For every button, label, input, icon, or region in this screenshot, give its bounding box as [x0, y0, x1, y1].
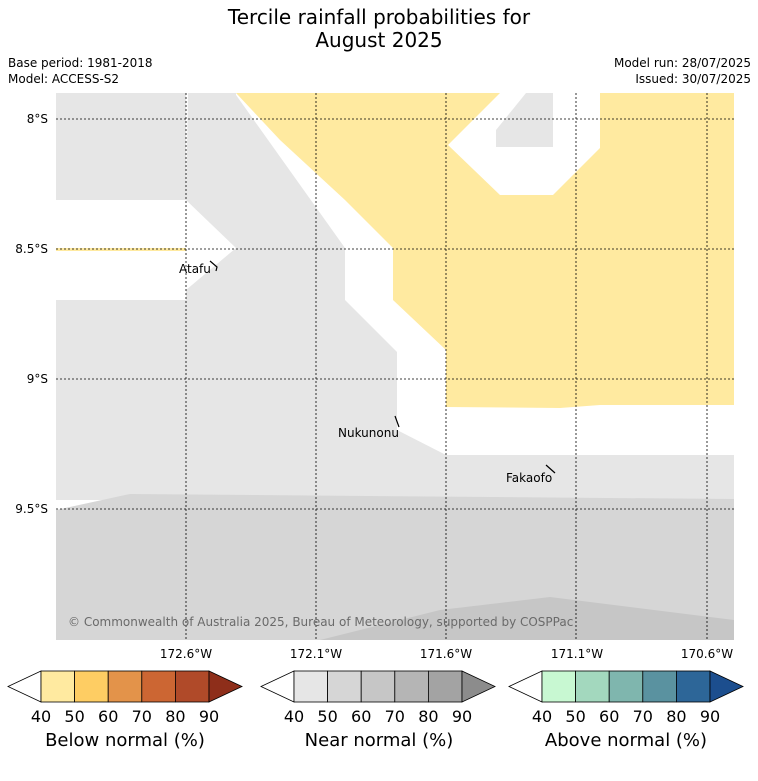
- near-normal-colorbar-tick-label: 90: [452, 707, 472, 726]
- lat-label-8s: 8°S: [27, 112, 48, 126]
- copyright-notice: © Commonwealth of Australia 2025, Bureau…: [68, 615, 573, 629]
- lon-label-172-6w: 172.6°W: [160, 647, 212, 661]
- nukunonu-atoll-mark: [394, 415, 400, 428]
- near-normal-colorbar-swatch: [293, 670, 328, 703]
- place-label-fakaofo: Fakaofo: [506, 471, 552, 485]
- below-normal-40-west-strip: [56, 248, 186, 251]
- above-normal-colorbar-low-extend: [508, 670, 543, 703]
- near-normal-40-west-top: [56, 93, 186, 200]
- below-normal-colorbar-high-extend: [208, 670, 243, 703]
- lon-label-171-6w: 171.6°W: [420, 647, 472, 661]
- place-label-nukunonu: Nukunonu: [338, 426, 399, 440]
- near-normal-colorbar-high-extend: [461, 670, 496, 703]
- lat-label-8-5s: 8.5°S: [15, 242, 48, 256]
- above-normal-colorbar-swatch: [575, 670, 610, 703]
- latitude-labels: 8°S 8.5°S 9°S 9.5°S: [15, 112, 48, 516]
- below-normal-colorbar-swatch: [107, 670, 143, 703]
- near-normal-colorbar-tick-label: 40: [284, 707, 304, 726]
- below-normal-colorbar-tick-label: 40: [31, 707, 51, 726]
- below-normal-colorbar-swatch: [40, 670, 75, 703]
- above-normal-colorbar-tick-label: 70: [633, 707, 653, 726]
- lon-label-172-1w: 172.1°W: [290, 647, 342, 661]
- near-normal-40-west-middle: [56, 93, 734, 500]
- lat-label-9-5s: 9.5°S: [15, 502, 48, 516]
- model-run: Model run: 28/07/2025: [613, 56, 751, 70]
- colorbar-label-near-normal: Near normal (%): [304, 730, 454, 751]
- near-normal-colorbar-tick-label: 80: [418, 707, 438, 726]
- fakaofo-atoll-mark: [545, 464, 556, 474]
- map-area: Atafu Nukunonu Fakaofo © Commonwealth of…: [56, 93, 734, 640]
- below-normal-colorbar-swatch: [74, 670, 109, 703]
- below-normal-colorbar-tick-label: 50: [64, 707, 84, 726]
- near-normal-40-north-patch: [496, 93, 553, 147]
- near-normal-colorbar-low-extend: [260, 670, 295, 703]
- lon-label-170-6w: 170.6°W: [681, 647, 733, 661]
- near-normal-40-region: [56, 93, 734, 500]
- above-normal-colorbar-tick-label: 50: [565, 707, 585, 726]
- below-normal-40-main: [236, 93, 734, 408]
- above-normal-colorbar-tick-label: 60: [599, 707, 619, 726]
- near-normal-colorbar-tick-label: 50: [317, 707, 337, 726]
- colorbar-label-below-normal: Below normal (%): [45, 730, 205, 751]
- above-normal-colorbar-tick-label: 90: [700, 707, 720, 726]
- atoll-outlines: [209, 260, 556, 474]
- near-normal-60-region: [320, 597, 734, 640]
- near-normal-colorbar-swatch: [394, 670, 429, 703]
- graticule: [56, 93, 734, 640]
- model-name: Model: ACCESS-S2: [8, 72, 120, 86]
- below-normal-colorbar-swatch: [141, 670, 176, 703]
- above-normal-colorbar-tick-label: 40: [532, 707, 552, 726]
- title-line-2: August 2025: [315, 28, 443, 52]
- above-normal-colorbar-swatch: [676, 670, 711, 703]
- atafu-atoll-mark: [209, 260, 218, 272]
- above-normal-colorbar-swatch: [608, 670, 644, 703]
- below-normal-colorbar-tick-label: 60: [98, 707, 118, 726]
- near-normal-colorbar-swatch: [327, 670, 362, 703]
- near-normal-colorbar-tick-label: 60: [351, 707, 371, 726]
- base-period: Base period: 1981-2018: [8, 56, 153, 70]
- colorbar-label-above-normal: Above normal (%): [544, 730, 708, 751]
- lat-label-9s: 9°S: [27, 372, 48, 386]
- place-label-atafu: Atafu: [179, 262, 211, 276]
- near-normal-colorbar-swatch: [360, 670, 396, 703]
- near-normal-colorbar-swatch: [427, 670, 463, 703]
- above-normal-colorbar-tick-label: 80: [666, 707, 686, 726]
- near-normal-colorbar-tick-label: 70: [385, 707, 405, 726]
- above-normal-colorbar-swatch: [541, 670, 576, 703]
- below-normal-colorbar-tick-label: 90: [199, 707, 219, 726]
- title-line-1: Tercile rainfall probabilities for: [227, 5, 531, 29]
- above-normal-colorbar-high-extend: [709, 670, 744, 703]
- above-normal-colorbar-swatch: [642, 670, 677, 703]
- below-normal-40-region: [56, 93, 734, 408]
- lon-label-171-1w: 171.1°W: [551, 647, 603, 661]
- below-normal-colorbar-swatch: [174, 670, 210, 703]
- below-normal-colorbar-tick-label: 70: [132, 707, 152, 726]
- longitude-labels: 172.6°W 172.1°W 171.6°W 171.1°W 170.6°W: [160, 647, 733, 661]
- below-normal-colorbar-tick-label: 80: [165, 707, 185, 726]
- below-normal-colorbar-low-extend: [7, 670, 42, 703]
- colorbar-legends: 40 50 60 70 80 90 40 50 60 70 80 90 40 50 60 70 80 90: [7, 670, 744, 726]
- issued-date: Issued: 30/07/2025: [635, 72, 751, 86]
